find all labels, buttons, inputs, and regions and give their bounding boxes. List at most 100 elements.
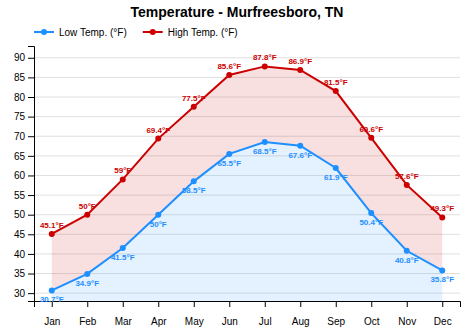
tick-label: Apr <box>151 316 167 327</box>
line <box>52 142 443 290</box>
data-label: 67.6°F <box>288 151 312 160</box>
data-label: 50°F <box>79 202 96 211</box>
point <box>297 143 303 149</box>
tick: 50 <box>14 209 34 220</box>
tick: 90 <box>14 52 34 63</box>
point <box>84 271 90 277</box>
point <box>155 212 161 218</box>
tick-label: Jun <box>222 316 238 327</box>
y-axis: 30354045505560657075808590 <box>14 47 35 302</box>
tick: 40 <box>14 249 34 260</box>
data-label: 65.5°F <box>217 159 241 168</box>
line <box>52 66 443 234</box>
data-label: 61.9°F <box>324 173 348 182</box>
data-label: 30.7°F <box>40 295 64 304</box>
tick-mark <box>300 301 301 307</box>
tick-mark <box>28 274 34 275</box>
data-label: 41.5°F <box>111 253 135 262</box>
tick-mark <box>28 215 34 216</box>
tick: 45 <box>14 229 34 240</box>
tick: 70 <box>14 131 34 142</box>
legend-item: Low Temp. (°F) <box>34 27 127 38</box>
data-label: 57.6°F <box>395 172 419 181</box>
tick-label: 50 <box>14 209 26 220</box>
tick-label: 60 <box>14 170 26 181</box>
tick: Feb <box>79 301 97 327</box>
point <box>155 136 161 142</box>
data-label: 34.9°F <box>75 279 99 288</box>
tick-label: 85 <box>14 72 26 83</box>
data-label: 81.5°F <box>324 78 348 87</box>
tick-mark <box>28 175 34 176</box>
tick: Dec <box>434 301 452 327</box>
legend-label: Low Temp. (°F) <box>59 27 127 38</box>
point <box>84 212 90 218</box>
point <box>262 63 268 69</box>
tick: Mar <box>115 301 133 327</box>
point <box>333 165 339 171</box>
data-label: 35.8°F <box>430 275 454 284</box>
tick-mark <box>28 254 34 255</box>
tick-mark <box>123 301 124 307</box>
tick-label: 75 <box>14 111 26 122</box>
tick-label: 70 <box>14 131 26 142</box>
data-label: 87.8°F <box>253 53 277 62</box>
tick: Oct <box>364 301 380 327</box>
tick: Sep <box>327 301 345 327</box>
tick-label: Oct <box>364 316 380 327</box>
legend-marker <box>150 29 156 35</box>
data-label: 58.5°F <box>182 186 206 195</box>
point <box>368 135 374 141</box>
tick-label: Dec <box>434 316 452 327</box>
tick: Nov <box>398 301 416 327</box>
axis-line <box>28 47 35 302</box>
point <box>297 67 303 73</box>
chart: Temperature - Murfreesboro, TN3035404550… <box>0 0 474 331</box>
tick: 85 <box>14 72 34 83</box>
data-label: 77.5°F <box>182 94 206 103</box>
point <box>191 104 197 110</box>
tick-mark <box>28 195 34 196</box>
tick-mark <box>28 97 34 98</box>
point <box>226 151 232 157</box>
tick: Jun <box>222 301 238 327</box>
data-labels: 30.7°F34.9°F41.5°F50°F58.5°F65.5°F68.5°F… <box>40 53 454 304</box>
tick: Jan <box>44 301 60 327</box>
tick-label: Jul <box>259 316 272 327</box>
tick-label: Aug <box>292 316 310 327</box>
tick-label: Mar <box>115 316 133 327</box>
tick: 65 <box>14 151 34 162</box>
point <box>404 248 410 254</box>
data-label: 59°F <box>114 166 131 175</box>
tick-mark <box>87 301 88 307</box>
data-label: 86.9°F <box>288 57 312 66</box>
tick-label: Sep <box>327 316 345 327</box>
point <box>191 178 197 184</box>
tick-label: 35 <box>14 268 26 279</box>
point <box>262 139 268 145</box>
tick-mark <box>28 136 34 137</box>
tick: May <box>185 301 204 327</box>
tick: Jul <box>259 301 272 327</box>
tick-mark <box>336 301 337 307</box>
point <box>333 88 339 94</box>
data-label: 50.4°F <box>359 218 383 227</box>
tick: 80 <box>14 92 34 103</box>
point <box>49 287 55 293</box>
tick-mark <box>28 293 34 294</box>
marks <box>49 63 446 301</box>
tick-label: May <box>185 316 204 327</box>
tick: 60 <box>14 170 34 181</box>
tick-label: 65 <box>14 151 26 162</box>
point <box>226 72 232 78</box>
point <box>404 182 410 188</box>
tick-label: 80 <box>14 92 26 103</box>
tick: 30 <box>14 288 34 299</box>
point <box>49 231 55 237</box>
point <box>439 267 445 273</box>
tick-mark <box>371 301 372 307</box>
data-label: 69.4°F <box>146 126 170 135</box>
tick-label: 45 <box>14 229 26 240</box>
point <box>368 210 374 216</box>
tick-mark <box>158 301 159 307</box>
